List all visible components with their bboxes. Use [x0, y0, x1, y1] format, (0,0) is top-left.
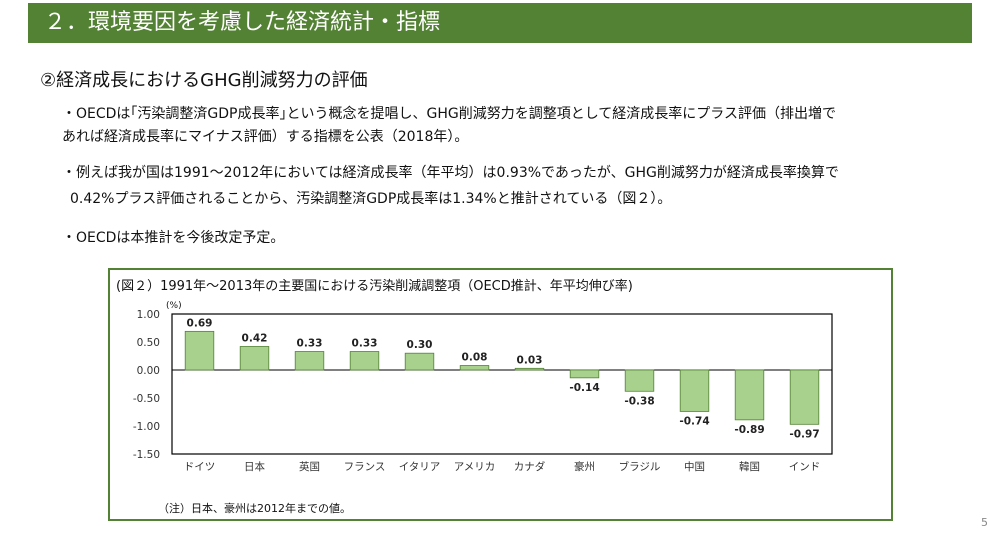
x-tick-label: インド	[789, 461, 821, 473]
data-label: 0.33	[297, 338, 323, 350]
data-label: -0.97	[789, 428, 819, 440]
paragraph-2-line-1: ・例えば我が国は1991～2012年においては経済成長率（年平均）は0.93%で…	[62, 165, 839, 181]
y-tick-label: -0.50	[133, 393, 160, 405]
data-label: 0.42	[242, 332, 268, 344]
x-tick-label: アメリカ	[454, 461, 495, 473]
data-label: 0.08	[462, 352, 488, 364]
y-tick-label: -1.00	[133, 421, 160, 433]
data-label: 0.03	[517, 354, 543, 366]
bar	[734, 369, 765, 421]
bar	[294, 351, 325, 371]
paragraph-1-line-2: あれば経済成長率にマイナス評価）する指標を公表（2018年）。	[62, 129, 469, 145]
data-label: -0.89	[734, 424, 764, 436]
x-tick-label: フランス	[344, 461, 386, 473]
y-tick-label: 0.00	[137, 365, 160, 377]
x-tick-label: 中国	[684, 460, 705, 473]
slide-title: ２．環境要因を考慮した経済統計・指標	[44, 10, 441, 35]
data-label: -0.38	[624, 395, 654, 407]
y-tick-label: 0.50	[137, 337, 160, 349]
bar-chart: (%) 1.00 0.50 0.00 -0.50 -1.00 -1.50 0.69 ドイツ 0.4…	[133, 301, 833, 473]
bar	[404, 352, 435, 371]
data-label: -0.14	[569, 382, 599, 394]
paragraph-3: ・OECDは本推計を今後改定予定。	[62, 230, 285, 246]
x-tick-label: 日本	[244, 460, 265, 473]
x-tick-label: イタリア	[399, 461, 441, 473]
bar	[239, 346, 270, 371]
page-number: 5	[981, 516, 988, 529]
bar	[514, 367, 545, 371]
bar	[624, 369, 655, 392]
x-tick-label: 韓国	[739, 461, 760, 473]
figure-frame	[108, 268, 893, 521]
bar	[459, 365, 490, 371]
data-label: 0.30	[407, 339, 433, 351]
slide-title-bar: ２．環境要因を考慮した経済統計・指標	[28, 3, 972, 43]
x-tick-label: 豪州	[574, 460, 595, 473]
bar	[184, 330, 215, 371]
bar	[349, 351, 380, 371]
bar	[679, 369, 710, 412]
x-tick-label: 英国	[299, 460, 320, 473]
data-label: -0.74	[679, 415, 709, 427]
figure-note: （注）日本、豪州は2012年までの値。	[158, 502, 351, 515]
figure-title: (図２）1991年～2013年の主要国における汚染削減調整項（OECD推計、年平…	[116, 279, 633, 294]
data-label: 0.69	[187, 317, 213, 329]
bar	[789, 369, 820, 425]
x-tick-label: ブラジル	[619, 460, 661, 473]
x-tick-label: カナダ	[514, 460, 546, 473]
paragraph-2-line-2: 0.42%プラス評価されることから、汚染調整済GDP成長率は1.34%と推計され…	[70, 191, 672, 207]
bar	[569, 369, 600, 379]
x-tick-label: ドイツ	[184, 461, 216, 473]
y-tick-label: -1.50	[133, 449, 160, 461]
y-tick-label: 1.00	[137, 309, 160, 321]
section-subtitle: ②経済成長におけるGHG削減努力の評価	[40, 70, 368, 91]
y-axis-unit: (%)	[166, 301, 182, 311]
plot-frame	[171, 313, 833, 455]
paragraph-1-line-1: ・OECDは｢汚染調整済GDP成長率｣という概念を提唱し、GHG削減努力を調整項…	[62, 106, 837, 122]
data-label: 0.33	[352, 338, 378, 350]
